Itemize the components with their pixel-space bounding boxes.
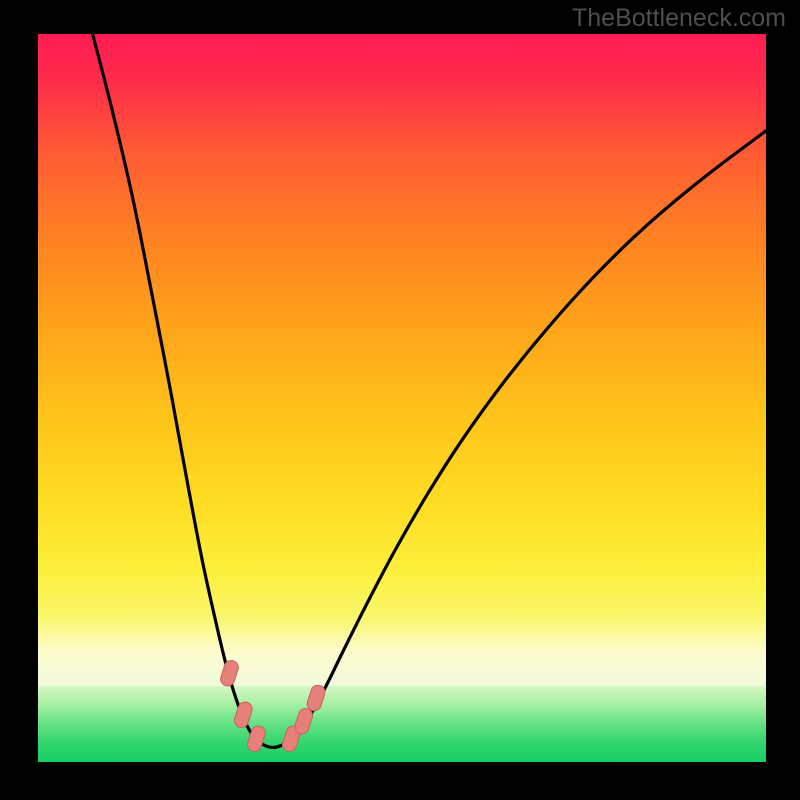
attribution-text: TheBottleneck.com [572,4,786,33]
data-marker [314,692,318,703]
plot-area [38,34,766,762]
marker-group [228,667,318,744]
data-marker [289,733,293,744]
data-marker [228,667,232,678]
bottleneck-curve [93,34,766,747]
data-marker [302,716,306,727]
data-marker [241,709,245,720]
stage: TheBottleneck.com [0,0,800,800]
data-marker [255,733,259,744]
curve-svg [38,34,766,762]
